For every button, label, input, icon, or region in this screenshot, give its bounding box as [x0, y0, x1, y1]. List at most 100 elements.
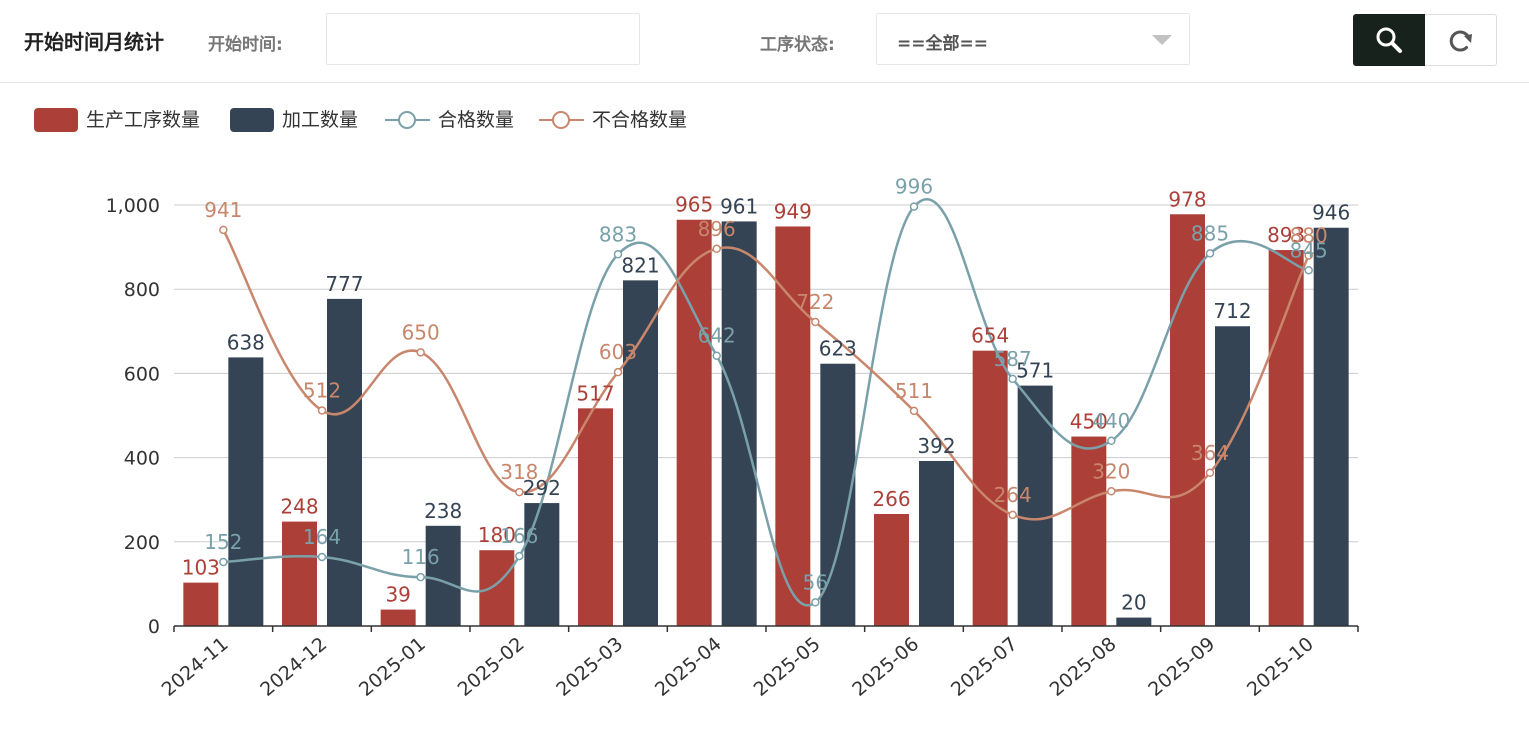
- x-tick-label-2025-07: 2025-07: [947, 633, 1022, 701]
- point-label-2025-02-s3: 318: [500, 460, 538, 484]
- refresh-button[interactable]: [1425, 14, 1497, 66]
- x-tick-label-2025-01: 2025-01: [355, 633, 430, 701]
- point-2025-02-s3: [515, 487, 524, 497]
- point-2025-01-s2: [416, 572, 425, 582]
- x-tick-label-2024-11: 2024-11: [158, 633, 233, 701]
- point-label-2024-12-s3: 512: [303, 378, 341, 402]
- x-tick-label-2025-09: 2025-09: [1144, 633, 1219, 701]
- point-label-2025-09-s2: 885: [1191, 221, 1229, 245]
- bar-2024-11-s1: [228, 357, 264, 626]
- bar-label-2025-06-s1: 392: [917, 434, 955, 458]
- point-label-2024-12-s2: 164: [303, 525, 341, 549]
- point-2025-07-s2: [1008, 374, 1017, 384]
- x-tick-label-2025-03: 2025-03: [552, 633, 627, 701]
- point-label-2025-10-s2: 845: [1290, 238, 1328, 262]
- point-2025-05-s2: [811, 598, 820, 607]
- line-series-2: [223, 198, 1309, 607]
- bar-label-2025-04-s1: 961: [720, 194, 758, 218]
- bar-2025-07-s1: [1017, 385, 1053, 626]
- bar-2024-12-s1: [327, 298, 362, 626]
- bar-label-2025-01-s1: 238: [424, 499, 462, 523]
- y-tick-label-200: 200: [124, 532, 160, 554]
- bar-label-2024-11-s1: 638: [227, 330, 265, 354]
- point-2025-06-s2: [909, 202, 919, 211]
- bar-label-2025-08-s0: 450: [1070, 410, 1108, 434]
- bar-label-2024-12-s1: 777: [325, 272, 363, 296]
- y-tick-label-600: 600: [124, 363, 160, 385]
- start-time-input[interactable]: [326, 13, 640, 65]
- point-2025-04-s3: [712, 244, 721, 254]
- bar-label-2025-02-s1: 292: [523, 476, 561, 500]
- legend-marker-unqualified: [552, 111, 570, 129]
- point-label-2025-10-s3: 880: [1290, 224, 1328, 248]
- legend-item-unqualified[interactable]: 不合格数量: [539, 109, 687, 131]
- bar-2025-10-s1: [1313, 227, 1349, 626]
- search-button[interactable]: [1353, 14, 1425, 66]
- y-tick-label-800: 800: [124, 279, 160, 301]
- bar-2025-05-s0: [775, 226, 811, 626]
- search-icon: [1376, 27, 1402, 53]
- point-2025-10-s2: [1304, 266, 1313, 275]
- bar-2025-01-s1: [425, 525, 461, 626]
- bar-2025-04-s1: [721, 221, 757, 626]
- point-label-2025-04-s2: 642: [698, 324, 736, 348]
- point-2024-11-s3: [219, 225, 228, 235]
- x-tick-label-2025-02: 2025-02: [454, 633, 529, 701]
- point-label-2025-06-s3: 511: [895, 379, 933, 403]
- bar-label-2025-04-s0: 965: [675, 193, 713, 217]
- process-status-select[interactable]: ==全部==: [876, 13, 1190, 65]
- legend-item-production[interactable]: 生产工序数量: [34, 108, 200, 132]
- legend-item-qualified[interactable]: 合格数量: [385, 109, 514, 131]
- x-tick-label-2025-06: 2025-06: [848, 633, 923, 701]
- bar-2025-06-s1: [919, 460, 954, 626]
- x-tick-label-2025-08: 2025-08: [1046, 633, 1121, 701]
- chart-legend: 生产工序数量 加工数量 合格数量 不合格数量: [34, 108, 687, 132]
- point-2025-09-s3: [1205, 468, 1215, 478]
- point-2025-01-s3: [416, 348, 425, 357]
- bar-label-2025-05-s0: 949: [774, 199, 812, 223]
- point-label-2025-08-s3: 320: [1092, 459, 1130, 483]
- point-label-2025-09-s3: 364: [1191, 441, 1229, 465]
- x-tick-label-2024-12: 2024-12: [256, 633, 331, 701]
- point-2025-10-s3: [1304, 251, 1313, 260]
- point-2025-05-s3: [811, 317, 820, 327]
- point-label-2025-01-s3: 650: [402, 320, 440, 344]
- bar-label-2024-12-s0: 248: [280, 495, 318, 519]
- chevron-down-icon: [1152, 35, 1172, 45]
- chart-bars: [183, 214, 1349, 627]
- point-label-2025-02-s2: 166: [500, 524, 538, 548]
- legend-label-unqualified: 不合格数量: [592, 109, 687, 131]
- bar-label-2025-10-s0: 893: [1267, 223, 1305, 247]
- bar-label-2025-03-s0: 517: [576, 381, 614, 405]
- filter-toolbar: 开始时间月统计 开始时间: 工序状态: ==全部==: [0, 0, 1529, 83]
- point-label-2025-04-s3: 896: [698, 217, 736, 241]
- x-tick-label-2025-04: 2025-04: [651, 633, 726, 701]
- bar-label-2025-09-s0: 978: [1168, 187, 1206, 211]
- legend-item-processing[interactable]: 加工数量: [230, 108, 358, 132]
- bar-2024-11-s0: [183, 582, 219, 626]
- point-2024-12-s3: [317, 406, 327, 415]
- point-label-2025-05-s3: 722: [796, 290, 834, 314]
- point-2025-09-s2: [1205, 249, 1215, 258]
- point-label-2025-07-s3: 264: [994, 483, 1032, 507]
- start-time-label: 开始时间:: [208, 35, 283, 55]
- legend-swatch-processing: [230, 108, 274, 132]
- line-series-3: [222, 229, 1310, 521]
- point-label-2025-03-s2: 883: [599, 222, 637, 246]
- refresh-icon: [1449, 30, 1472, 52]
- x-tick-label-2025-05: 2025-05: [750, 633, 825, 701]
- point-2024-12-s2: [317, 552, 327, 562]
- bar-label-2025-06-s0: 266: [872, 487, 910, 511]
- bar-label-2025-03-s1: 821: [621, 253, 659, 277]
- point-2025-04-s2: [712, 351, 721, 360]
- bar-2025-03-s0: [578, 408, 613, 626]
- point-2025-07-s3: [1008, 510, 1017, 520]
- y-tick-label-1000: 1,000: [106, 195, 160, 217]
- chart-data-labels: 103 248 39 180 517 965 949 266 654 450 978 893 638 77…: [182, 175, 1351, 615]
- point-label-2025-01-s2: 116: [402, 545, 440, 569]
- bar-label-2024-11-s0: 103: [182, 556, 220, 580]
- x-tick-label-2025-10: 2025-10: [1243, 633, 1318, 701]
- bar-label-2025-08-s1: 20: [1121, 591, 1146, 615]
- y-tick-label-400: 400: [124, 448, 160, 470]
- point-2025-02-s2: [515, 551, 524, 561]
